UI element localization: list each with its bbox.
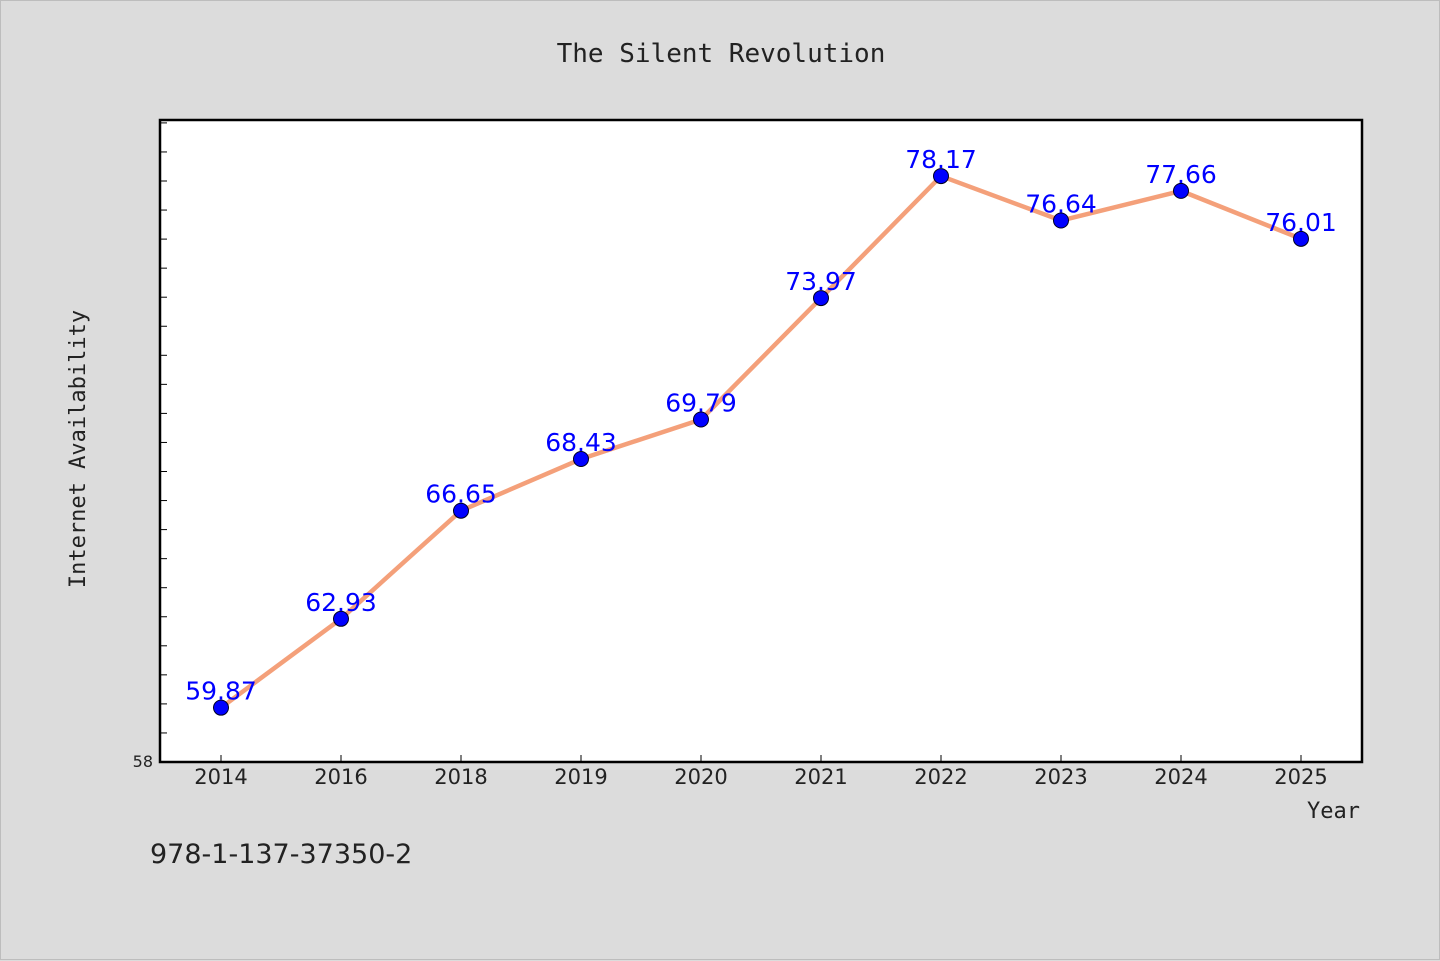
data-point <box>933 168 949 185</box>
x-tick-label: 2020 <box>674 765 727 789</box>
data-point <box>1173 182 1189 199</box>
x-tick-label: 2018 <box>434 765 487 789</box>
data-label: 76.64 <box>1025 190 1097 219</box>
data-point <box>1053 212 1069 229</box>
data-point <box>813 290 829 307</box>
x-tick-label: 2024 <box>1154 765 1207 789</box>
x-tick-label: 2016 <box>314 765 367 789</box>
data-point <box>693 411 709 428</box>
x-tick-label: 2025 <box>1274 765 1327 789</box>
x-tick-label: 2019 <box>554 765 607 789</box>
data-point <box>1293 230 1309 247</box>
series-layer <box>213 168 1309 716</box>
data-label: 77.66 <box>1145 160 1217 189</box>
x-tick-label: 2022 <box>914 765 967 789</box>
data-label: 78.17 <box>905 145 977 174</box>
data-label: 62.93 <box>305 588 377 617</box>
data-labels-layer: 59.87 62.93 66.65 68.43 69.79 73.97 78.17 76.64… <box>185 145 1337 706</box>
y-axis-ticks <box>160 122 167 763</box>
plot-area <box>158 118 1364 764</box>
data-label: 73.97 <box>785 267 857 296</box>
data-label: 68.43 <box>545 428 617 457</box>
data-label: 76.01 <box>1265 208 1337 237</box>
data-label: 59.87 <box>185 677 257 706</box>
isbn-text: 978-1-137-37350-2 <box>150 839 412 870</box>
chart-title: The Silent Revolution <box>557 39 886 69</box>
data-point <box>573 451 589 468</box>
y-tick-label: 58 <box>133 752 153 771</box>
x-tick-label: 2023 <box>1034 765 1087 789</box>
x-axis-ticks: 2014 2016 2018 2019 2020 2021 2022 2023 2024 2025 <box>194 755 1328 789</box>
data-label: 69.79 <box>665 389 737 418</box>
data-label: 66.65 <box>425 480 497 509</box>
x-tick-label: 2021 <box>794 765 847 789</box>
x-axis-label: Year <box>1307 799 1360 824</box>
x-tick-label: 2014 <box>194 765 247 789</box>
y-axis-label: Internet Availability <box>66 310 91 588</box>
data-point <box>333 610 349 627</box>
data-point <box>213 699 229 716</box>
data-point <box>453 502 469 519</box>
series-line <box>218 173 1304 710</box>
